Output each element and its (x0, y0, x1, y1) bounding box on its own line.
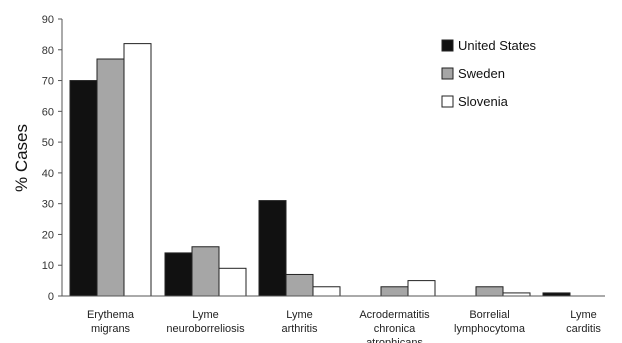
y-tick-label: 0 (48, 291, 54, 303)
bar (258, 200, 287, 297)
legend-swatch (441, 39, 454, 52)
category-label-line: lymphocytoma (454, 323, 526, 335)
category-label-line: arthritis (281, 323, 318, 335)
category-label: Acrodermatitis chronica atrophicans (359, 309, 430, 343)
bar (164, 252, 193, 297)
bars (69, 43, 571, 297)
category-labels: Erythema migrans Lyme neuroborreliosis Lyme a… (87, 309, 601, 343)
y-tick-label: 20 (42, 229, 54, 241)
y-tick-label: 70 (42, 76, 54, 88)
y-tick-labels: 0 10 20 30 40 50 60 70 80 90 (42, 14, 54, 303)
y-tick-label: 30 (42, 199, 54, 211)
bar (123, 43, 152, 297)
bar (312, 286, 341, 297)
category-label-line: Acrodermatitis (359, 309, 430, 321)
category-label: Lyme carditis (566, 309, 601, 335)
y-tick-label: 10 (42, 260, 54, 272)
category-label-line: Borrelial (469, 309, 509, 321)
legend-swatch (441, 67, 454, 80)
category-label: Borrelial lymphocytoma (454, 309, 526, 335)
legend-label: Sweden (458, 66, 505, 81)
bar (380, 286, 409, 297)
y-axis-label: % Cases (12, 124, 31, 192)
legend-swatch (441, 95, 454, 108)
category-label-line: neuroborreliosis (166, 323, 245, 335)
y-tick-label: 90 (42, 14, 54, 26)
legend: United States Sweden Slovenia (441, 38, 537, 109)
category-label-line: Erythema (87, 309, 135, 321)
y-tick-label: 50 (42, 137, 54, 149)
category-label-line: chronica (374, 323, 416, 335)
category-label: Lyme neuroborreliosis (166, 309, 245, 335)
y-tick-label: 40 (42, 168, 54, 180)
bar (191, 246, 220, 297)
y-axis (58, 18, 63, 297)
y-tick-label: 60 (42, 106, 54, 118)
category-label-line: Lyme (192, 309, 219, 321)
bar (96, 58, 125, 297)
category-label-line: carditis (566, 323, 601, 335)
legend-label: United States (458, 38, 537, 53)
bar (69, 80, 98, 297)
category-label-line: Lyme (286, 309, 313, 321)
bar (218, 267, 247, 297)
category-label-line: migrans (91, 323, 131, 335)
category-label-line: Lyme (570, 309, 597, 321)
bar (475, 286, 504, 297)
bar (285, 273, 314, 297)
legend-label: Slovenia (458, 94, 509, 109)
bar (407, 280, 436, 297)
y-tick-label: 80 (42, 45, 54, 57)
category-label: Erythema migrans (87, 309, 135, 335)
category-label: Lyme arthritis (281, 309, 318, 335)
category-label-line: atrophicans (366, 337, 423, 343)
